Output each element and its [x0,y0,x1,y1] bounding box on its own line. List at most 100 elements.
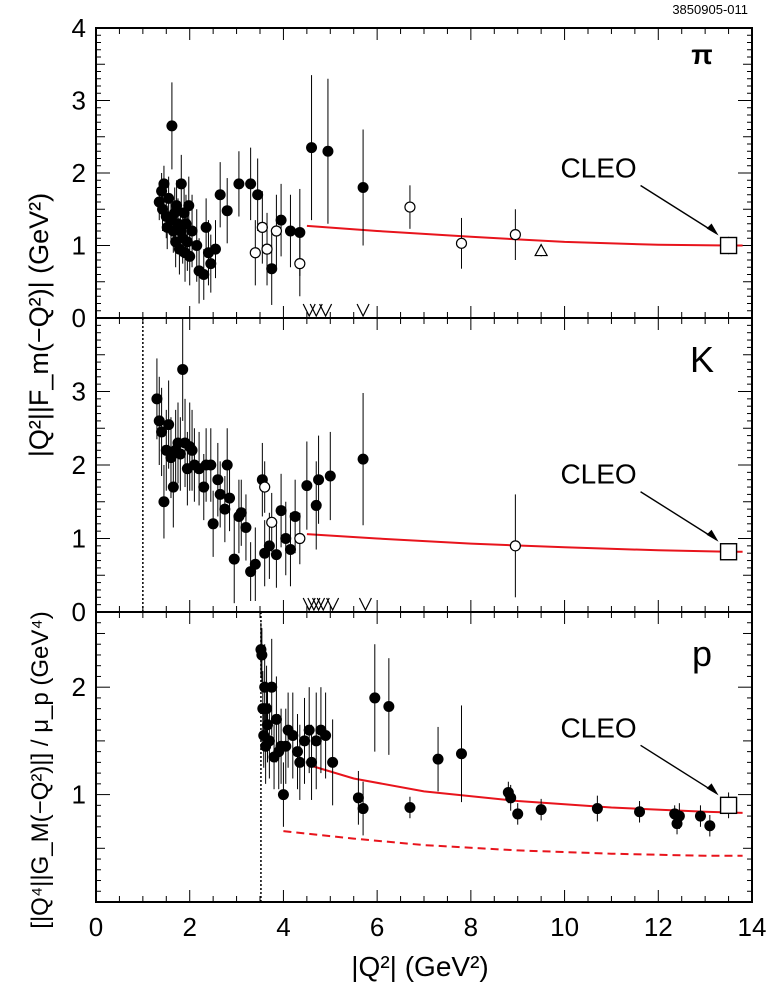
data-point [505,792,517,804]
data-point [512,808,524,820]
data-point-open [294,258,306,270]
cleo-label: CLEO [560,153,636,184]
data-point [591,803,603,815]
data-point [275,214,287,226]
cleo-arrow [640,491,717,541]
data-point [219,503,231,515]
data-point [280,533,292,544]
data-point [240,521,252,533]
cleo-point [719,796,738,815]
data-point [214,488,226,500]
data-point [673,810,685,822]
panel-label: K [690,339,714,380]
data-point [191,240,203,251]
x-tick-label: 12 [644,912,673,942]
data-point [156,426,168,438]
cleo-label: CLEO [560,712,636,743]
data-point-open [256,221,268,233]
data-point [299,735,311,747]
fit-curve [306,533,743,553]
data-point-open [249,247,261,259]
data-point [263,735,275,747]
data-point [270,549,282,561]
panel-frame [95,27,753,319]
data-point [303,724,315,736]
upper-limit-arrow [356,303,370,318]
data-point [310,499,322,511]
x-tick-label: 14 [738,912,767,942]
x-tick-label: 8 [464,912,478,942]
data-point [198,269,210,280]
y-tick-label: 3 [72,86,86,116]
cleo-arrow [640,744,717,794]
figure-id: 3850905-011 [672,2,748,17]
data-point [174,448,186,460]
data-point [177,363,189,375]
data-point [432,753,444,765]
upper-limit-arrow [312,597,326,612]
x-tick-label: 4 [276,912,290,942]
data-point [266,263,278,275]
y-tick-label: 2 [72,158,86,188]
data-point [261,719,273,731]
data-point [357,803,369,815]
x-tick-label: 6 [370,912,384,942]
upper-limit-arrow [358,597,372,612]
x-tick-label: 10 [550,912,579,942]
data-point [266,681,278,693]
data-point [455,748,467,760]
data-point-open [261,243,273,255]
upper-limit-arrow [302,303,316,318]
data-point [313,474,325,486]
cleo-arrowhead [706,783,719,796]
y-tick-label: 2 [72,450,86,480]
data-point [212,474,224,486]
cleo-point [719,236,738,255]
data-point-open [509,229,521,241]
data-point [153,415,165,427]
data-point [198,481,210,493]
data-point [175,178,187,190]
upper-limit-arrow [319,303,333,318]
panel-label: p [692,633,712,674]
upper-limit-arrow [302,597,316,612]
data-point [291,746,303,758]
data-point [383,701,395,713]
data-point [181,236,193,248]
data-point [209,243,221,255]
data-point [270,713,282,725]
data-point [221,205,233,217]
data-point [183,200,195,212]
data-point [233,178,245,190]
data-point [275,505,287,517]
upper-limit-arrow [316,597,330,612]
data-point [306,142,318,154]
cleo-arrow [640,184,717,235]
data-point-triangle [534,243,549,257]
data-point-open [509,540,521,552]
y-tick-label: 3 [72,377,86,407]
data-point [261,703,273,715]
data-point [306,756,318,768]
data-point [245,178,257,190]
data-point [205,258,217,270]
data-point [535,804,547,816]
data-point [186,225,198,237]
data-point [171,200,183,212]
data-point [228,553,240,565]
data-point [221,459,233,471]
data-point [284,544,296,556]
data-point [634,806,646,818]
data-point-open [455,237,468,249]
panel-label: π [691,39,712,70]
data-point [284,225,296,237]
y-axis-label-upper: |Q²||F_m(−Q²)| (GeV²) [24,193,54,457]
data-point [352,792,364,804]
upper-limit-arrow [326,597,340,612]
data-point [151,393,163,405]
data-point [320,730,332,742]
data-point [186,444,198,456]
